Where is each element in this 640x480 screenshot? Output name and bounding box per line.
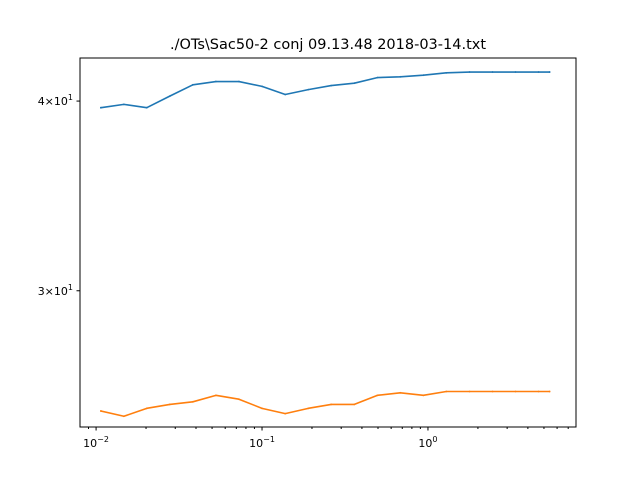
- chart-title: ./OTs\Sac50-2 conj 09.13.48 2018-03-14.t…: [170, 37, 486, 53]
- series-2-point-21: [548, 390, 551, 393]
- series-2-point-11: [330, 403, 333, 406]
- series-2-point-13: [376, 394, 379, 397]
- series-1-point-17: [468, 71, 471, 73]
- series-2-point-15: [422, 394, 425, 397]
- series-1-point-2: [122, 103, 125, 106]
- x-tick-label-3: 100: [418, 435, 437, 450]
- series-1-point-11: [330, 84, 333, 87]
- series-1-point-4: [168, 95, 171, 98]
- series-2-point-17: [468, 390, 471, 393]
- series-line-1: [100, 71, 551, 109]
- series-1-point-18: [491, 71, 494, 73]
- series-2-point-10: [307, 407, 310, 410]
- series-1-point-3: [145, 106, 148, 109]
- y-axis: 3×101 4×101: [38, 93, 80, 298]
- series-1-point-15: [422, 74, 425, 77]
- series-1-point-16: [445, 71, 448, 74]
- series-1-point-12: [353, 82, 356, 85]
- series-2-point-3: [145, 407, 148, 410]
- series-1-point-6: [214, 80, 217, 83]
- series-2-point-14: [399, 391, 402, 394]
- series-layer: [100, 71, 551, 418]
- series-2-point-7: [238, 398, 240, 401]
- series-1-point-10: [307, 88, 310, 91]
- series-2-point-6: [214, 394, 217, 397]
- series-1-point-9: [284, 93, 287, 96]
- x-tick-exponent-1: −2: [97, 435, 109, 444]
- series-1-point-20: [537, 71, 540, 73]
- series-2-point-8: [261, 407, 263, 410]
- series-2-point-2: [122, 415, 125, 418]
- x-tick-label-1: 10−2: [83, 435, 109, 450]
- x-tick-exponent-3: 0: [432, 435, 437, 444]
- series-1-point-13: [376, 76, 379, 79]
- x-tick-label-2: 10−1: [249, 435, 275, 450]
- series-2-point-18: [491, 390, 494, 393]
- series-2-point-20: [537, 390, 540, 393]
- series-2-point-5: [191, 400, 194, 403]
- series-1-point-21: [548, 71, 551, 73]
- series-2-point-16: [445, 390, 448, 393]
- series-line-2: [100, 390, 551, 418]
- series-1-point-7: [238, 80, 240, 83]
- series-2-point-12: [353, 403, 356, 406]
- series-2-point-9: [284, 412, 287, 415]
- x-tick-exponent-2: −1: [263, 435, 275, 444]
- y-tick-exponent-2: 1: [68, 93, 73, 102]
- series-2-point-4: [168, 403, 171, 406]
- series-1-point-5: [191, 83, 194, 86]
- series-2-point-1: [100, 410, 102, 412]
- series-2-point-19: [514, 390, 517, 393]
- plot-area-frame: [79, 57, 577, 428]
- series-1-point-1: [100, 106, 102, 109]
- y-tick-label-2: 4×101: [38, 93, 73, 108]
- y-tick-exponent-1: 1: [68, 283, 73, 292]
- series-1-point-14: [399, 75, 402, 78]
- y-tick-label-1: 3×101: [38, 283, 73, 298]
- series-1-point-19: [514, 71, 517, 73]
- x-axis: 10−2 10−1 100: [83, 427, 569, 450]
- series-1-point-8: [261, 85, 263, 88]
